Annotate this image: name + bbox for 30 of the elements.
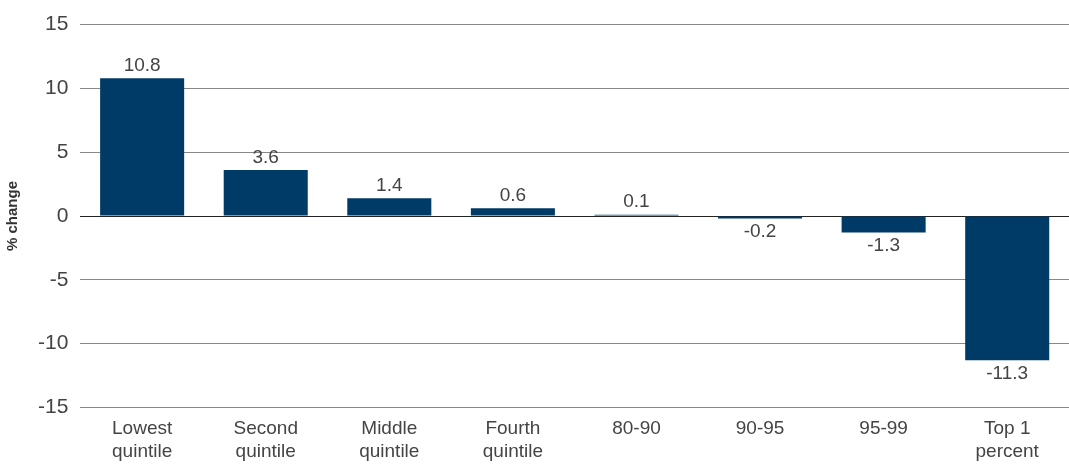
x-tick-label: Second quintile (233, 417, 298, 461)
data-label: 0.6 (499, 184, 527, 206)
x-tick-label: Middle quintile (359, 417, 420, 461)
data-label: 0.1 (623, 190, 650, 212)
y-tick-label: 10 (44, 75, 69, 99)
data-label: -1.3 (867, 234, 900, 256)
bar (100, 78, 185, 216)
bar (470, 208, 555, 216)
bar (223, 170, 308, 216)
bar (841, 216, 926, 233)
y-tick-label: -5 (49, 266, 69, 290)
bar (965, 216, 1050, 361)
data-label: -0.2 (743, 220, 777, 242)
y-axis-title: % change (3, 180, 21, 252)
x-tick-label: 80-90 (612, 417, 661, 439)
bar (718, 216, 803, 219)
bar (347, 198, 432, 216)
y-tick-label: 15 (44, 11, 69, 35)
y-tick-label: 0 (56, 202, 69, 226)
x-tick-label: 95-99 (859, 417, 908, 439)
data-label: 10.8 (123, 53, 161, 75)
y-tick-label: 5 (56, 139, 69, 162)
y-tick-label: -10 (37, 330, 69, 354)
x-tick-label: Lowest quintile (112, 417, 173, 461)
x-tick-label: Fourth quintile (482, 417, 543, 461)
x-tick-label: 90-95 (735, 417, 785, 439)
data-label: 1.4 (376, 173, 403, 195)
y-tick-label: -15 (37, 394, 69, 418)
x-tick-label: Top 1 percent (975, 417, 1040, 461)
data-label: -11.3 (986, 361, 1029, 383)
